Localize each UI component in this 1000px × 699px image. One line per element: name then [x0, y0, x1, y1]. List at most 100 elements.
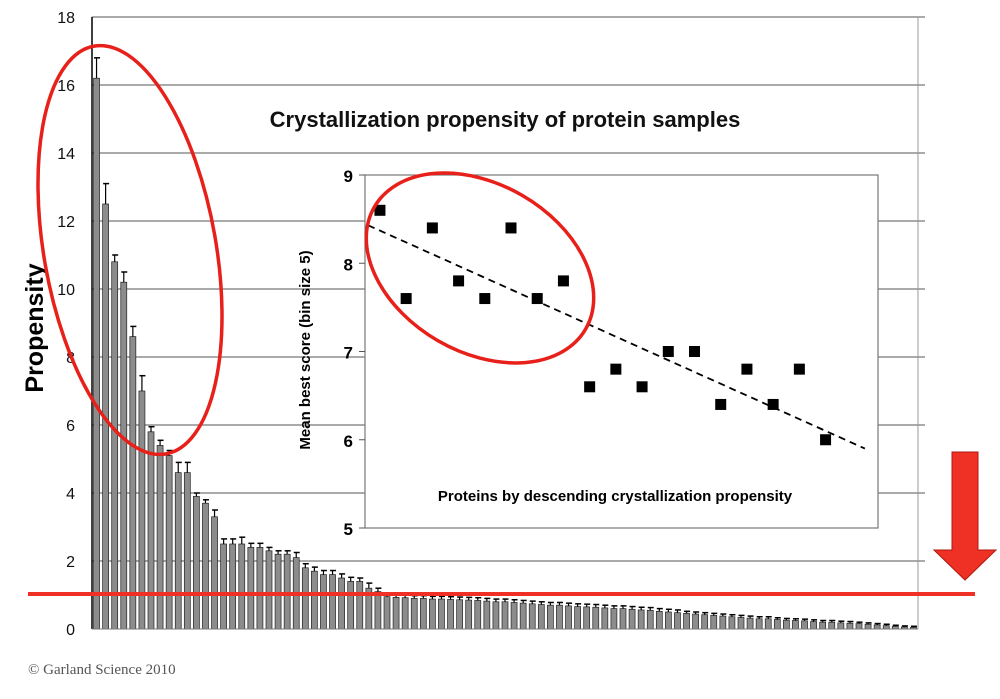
main-y-tick-label: 14 [57, 146, 75, 163]
inset-point [374, 204, 386, 216]
main-bar [410, 598, 418, 630]
main-bar [483, 600, 491, 630]
main-bar [338, 577, 345, 630]
main-bar [792, 620, 799, 630]
main-bar [528, 603, 536, 630]
main-bar [601, 607, 609, 630]
main-bar [773, 619, 781, 630]
main-bar [129, 336, 137, 630]
main-y-axis-label: Propensity [21, 263, 49, 392]
main-bar [147, 431, 155, 630]
main-bar [374, 591, 382, 630]
main-bar [202, 502, 209, 630]
main-bar [174, 472, 182, 630]
main-bar [247, 547, 255, 630]
main-bar [665, 611, 672, 630]
main-bar [828, 621, 836, 630]
main-bar [583, 606, 591, 630]
main-bar [783, 619, 790, 630]
main-bar [301, 567, 309, 630]
inset-x-axis-label: Proteins by descending crystallization p… [438, 488, 793, 505]
inset-point [426, 222, 438, 234]
inset-point [610, 363, 622, 375]
inset-chart: 5 6 7 8 9 Mean best score (bin size 5) Prote… [297, 167, 879, 539]
main-bar [719, 615, 727, 630]
main-y-tick-label: 0 [66, 622, 75, 639]
main-bar [655, 610, 663, 630]
main-bar [728, 616, 736, 630]
main-bar [165, 455, 173, 630]
main-bar [592, 606, 600, 630]
inset-points [374, 204, 832, 446]
main-bar [819, 621, 827, 630]
main-bar [283, 553, 291, 630]
main-bar [438, 598, 445, 630]
main-bar [401, 597, 409, 630]
inset-y-tick-label: 7 [344, 344, 353, 363]
top-points-highlight-ellipse [364, 171, 596, 365]
main-bar [111, 261, 119, 630]
inset-point [505, 222, 517, 234]
main-bar [701, 614, 709, 630]
main-y-tick-label: 12 [57, 214, 75, 231]
main-y-tick-label: 10 [57, 282, 75, 299]
main-bar [873, 624, 881, 630]
inset-background [364, 174, 879, 529]
main-bar [220, 543, 227, 630]
main-bar [156, 445, 164, 630]
inset-point [767, 398, 779, 410]
main-bar [628, 608, 636, 630]
main-bar [329, 574, 336, 630]
main-bar [837, 622, 845, 630]
inset-point [689, 346, 701, 357]
main-bar [456, 599, 463, 630]
main-bar [356, 581, 364, 630]
main-bar [311, 570, 318, 630]
main-bar [637, 609, 645, 630]
main-bar [710, 615, 718, 630]
top-bars-highlight-ellipse [36, 43, 224, 457]
main-bar [556, 604, 563, 630]
main-bar [492, 601, 500, 630]
main-bar [229, 543, 237, 630]
inset-point [400, 293, 412, 305]
main-bar [565, 605, 572, 630]
main-bar [864, 623, 872, 630]
main-bar [519, 602, 527, 630]
main-bar [755, 618, 763, 630]
inset-y-axis-label: Mean best score (bin size 5) [297, 250, 314, 449]
main-bar [547, 604, 554, 630]
main-bar [683, 613, 690, 630]
inset-y-tick-label: 6 [344, 432, 353, 451]
main-bar [619, 608, 627, 630]
main-bar [737, 617, 745, 630]
main-bar [610, 608, 618, 630]
inset-point [453, 275, 465, 287]
main-bar [238, 543, 246, 630]
inset-point [479, 293, 491, 305]
inset-point [557, 275, 569, 287]
copyright-notice: © Garland Science 2010 [28, 662, 176, 678]
main-bar [183, 472, 191, 630]
main-bar [882, 625, 890, 630]
main-bar [265, 550, 273, 630]
main-chart-title: Crystallization propensity of protein sa… [270, 107, 741, 132]
main-y-tick-label: 16 [57, 78, 75, 95]
main-bar [855, 623, 863, 630]
inset-point [584, 381, 596, 393]
main-bar [674, 612, 681, 630]
inset-y-tick-label: 8 [344, 255, 353, 274]
inset-point [531, 293, 543, 305]
main-y-tick-label: 18 [57, 10, 75, 27]
main-bar [465, 599, 473, 630]
main-bar [120, 281, 128, 630]
inset-point [636, 381, 648, 393]
main-bar [211, 516, 218, 630]
main-bar [392, 597, 400, 630]
main-bar [764, 618, 772, 630]
inset-trendline [367, 224, 866, 450]
main-bar [692, 613, 699, 630]
main-bar [256, 547, 264, 630]
inset-point [741, 363, 753, 375]
